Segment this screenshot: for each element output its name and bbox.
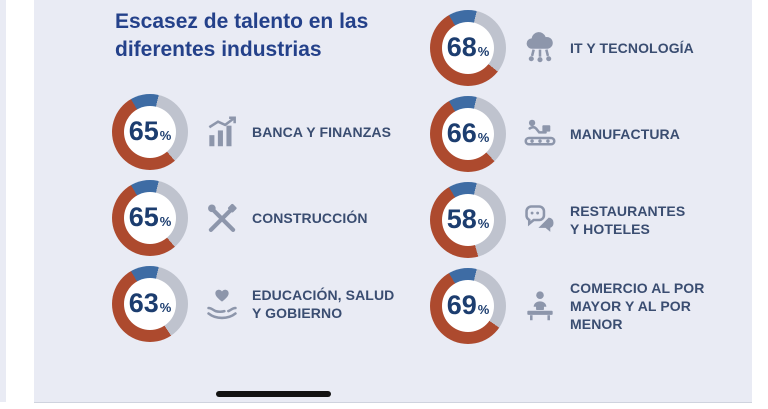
industry-row: 65% BANCA Y FINANZAS <box>112 94 394 170</box>
chat-bubbles-icon <box>520 200 560 240</box>
percent-number: 58 <box>446 204 477 234</box>
percent-number: 63 <box>128 288 159 318</box>
page-title: Escasez de talento en las diferentes ind… <box>115 10 369 62</box>
percent-sign: % <box>477 44 490 59</box>
industry-label: MANUFACTURA <box>570 125 680 142</box>
percent-value: 65% <box>112 180 188 256</box>
percent-sign: % <box>159 128 172 143</box>
percent-sign: % <box>477 216 490 231</box>
industry-row: 58% RESTAURANTES Y HOTELES <box>430 182 705 258</box>
donut-chart: 68% <box>430 10 506 86</box>
donut-chart: 58% <box>430 182 506 258</box>
percent-number: 69 <box>446 290 477 320</box>
donut-chart: 66% <box>430 96 506 172</box>
right-white-margin <box>752 0 768 409</box>
industry-label: RESTAURANTES Y HOTELES <box>570 202 686 237</box>
tools-icon <box>202 198 242 238</box>
industry-label: COMERCIO AL POR MAYOR Y AL POR MENOR <box>570 279 705 333</box>
industry-label: EDUCACIÓN, SALUD Y GOBIERNO <box>252 286 395 321</box>
percent-number: 65 <box>128 116 159 146</box>
right-column: 68% IT Y TECNOLOGÍA 66% MANUFACTURA 58% RESTA… <box>430 10 705 344</box>
industry-label: BANCA Y FINANZAS <box>252 123 392 140</box>
left-column: 65% BANCA Y FINANZAS 65% CONSTRUCCIÓN 63% EDU… <box>112 94 394 342</box>
donut-chart: 65% <box>112 94 188 170</box>
left-edge-sliver <box>0 0 6 402</box>
industry-row: 63% EDUCACIÓN, SALUD Y GOBIERNO <box>112 266 394 342</box>
percent-number: 66 <box>446 118 477 148</box>
percent-value: 68% <box>430 10 506 86</box>
percent-value: 69% <box>430 268 506 344</box>
industry-label: CONSTRUCCIÓN <box>252 209 368 226</box>
percent-value: 66% <box>430 96 506 172</box>
bar-chart-icon <box>202 112 242 152</box>
industry-label: IT Y TECNOLOGÍA <box>570 39 694 56</box>
percent-value: 65% <box>112 94 188 170</box>
industry-row: 66% MANUFACTURA <box>430 96 705 172</box>
donut-chart: 69% <box>430 268 506 344</box>
percent-sign: % <box>159 300 172 315</box>
industry-row: 68% IT Y TECNOLOGÍA <box>430 10 705 86</box>
percent-value: 58% <box>430 182 506 258</box>
percent-value: 63% <box>112 266 188 342</box>
donut-chart: 63% <box>112 266 188 342</box>
percent-number: 68 <box>446 32 477 62</box>
home-indicator-bar <box>216 391 331 397</box>
percent-sign: % <box>477 302 490 317</box>
industry-row: 69% COMERCIO AL POR MAYOR Y AL POR MENOR <box>430 268 705 344</box>
care-hands-icon <box>202 284 242 324</box>
industry-row: 65% CONSTRUCCIÓN <box>112 180 394 256</box>
percent-sign: % <box>159 214 172 229</box>
merchant-icon <box>520 286 560 326</box>
cloud-network-icon <box>520 28 560 68</box>
conveyor-icon <box>520 114 560 154</box>
donut-chart: 65% <box>112 180 188 256</box>
percent-sign: % <box>477 130 490 145</box>
percent-number: 65 <box>128 202 159 232</box>
